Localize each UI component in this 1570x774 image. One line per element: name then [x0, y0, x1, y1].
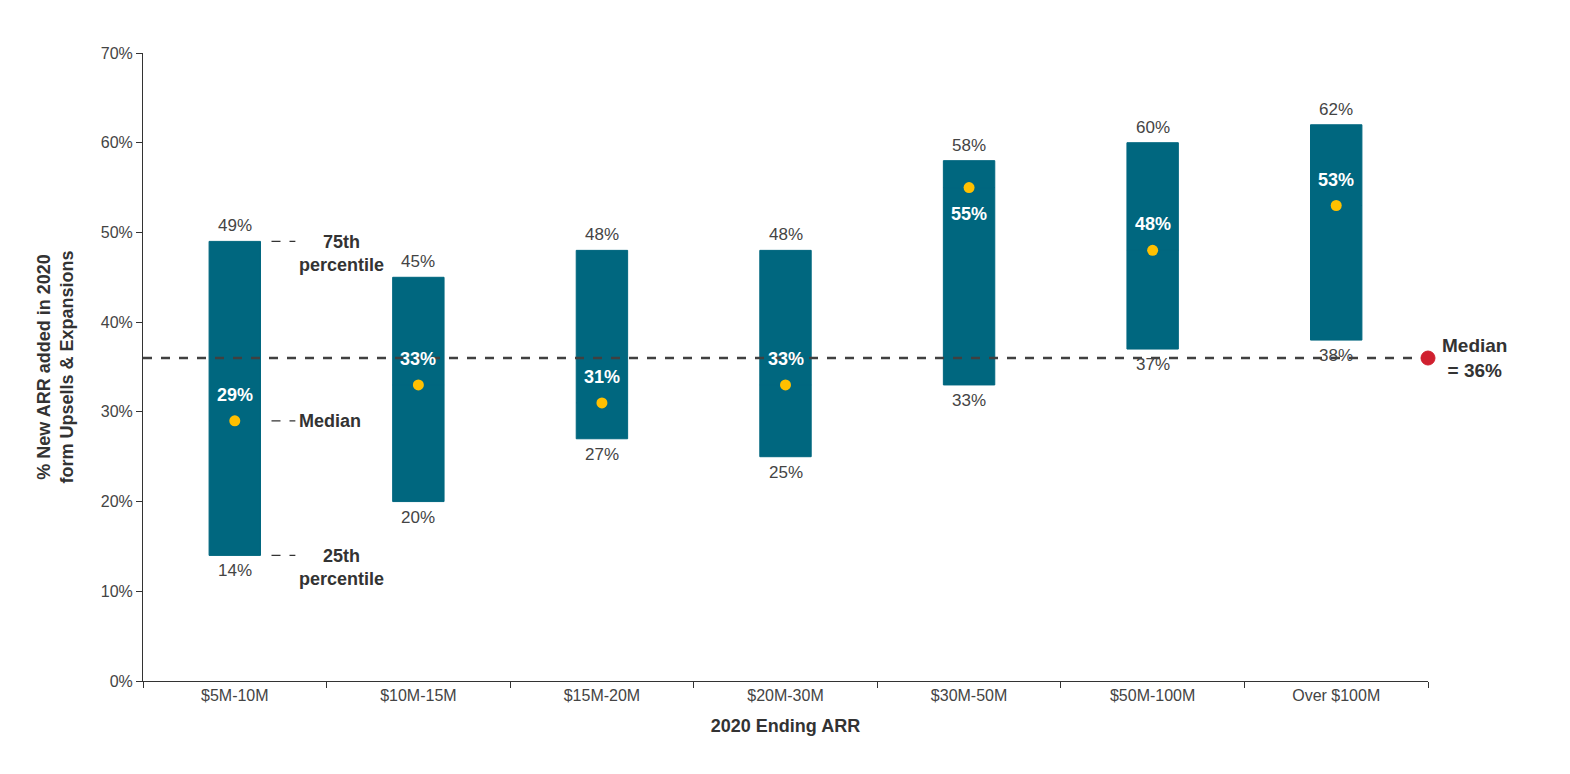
- svg-text:49%: 49%: [218, 216, 252, 235]
- svg-text:45%: 45%: [401, 252, 435, 271]
- svg-text:60%: 60%: [101, 134, 133, 151]
- svg-text:Over $100M: Over $100M: [1292, 687, 1380, 704]
- svg-text:70%: 70%: [101, 45, 133, 62]
- svg-text:31%: 31%: [584, 367, 620, 387]
- svg-text:$20M-30M: $20M-30M: [747, 687, 823, 704]
- svg-text:33%: 33%: [400, 349, 436, 369]
- svg-text:58%: 58%: [952, 136, 986, 155]
- svg-text:% New ARR added in 2020form Up: % New ARR added in 2020form Upsells & Ex…: [34, 250, 77, 483]
- svg-text:48%: 48%: [585, 225, 619, 244]
- svg-text:20%: 20%: [401, 508, 435, 527]
- svg-text:48%: 48%: [1135, 214, 1171, 234]
- svg-text:33%: 33%: [952, 391, 986, 410]
- svg-text:30%: 30%: [101, 403, 133, 420]
- svg-text:48%: 48%: [769, 225, 803, 244]
- svg-text:$30M-50M: $30M-50M: [931, 687, 1007, 704]
- svg-text:60%: 60%: [1136, 118, 1170, 137]
- svg-text:10%: 10%: [101, 583, 133, 600]
- svg-text:20%: 20%: [101, 493, 133, 510]
- svg-text:55%: 55%: [951, 204, 987, 224]
- svg-text:Median: Median: [299, 411, 361, 431]
- svg-text:33%: 33%: [768, 349, 804, 369]
- svg-text:62%: 62%: [1319, 100, 1353, 119]
- svg-text:$50M-100M: $50M-100M: [1110, 687, 1195, 704]
- svg-text:14%: 14%: [218, 561, 252, 580]
- svg-text:$15M-20M: $15M-20M: [564, 687, 640, 704]
- svg-text:25thpercentile: 25thpercentile: [299, 546, 384, 589]
- svg-text:$10M-15M: $10M-15M: [380, 687, 456, 704]
- svg-text:29%: 29%: [217, 385, 253, 405]
- svg-text:53%: 53%: [1318, 170, 1354, 190]
- svg-text:50%: 50%: [101, 224, 133, 241]
- svg-text:75thpercentile: 75thpercentile: [299, 232, 384, 275]
- svg-text:$5M-10M: $5M-10M: [201, 687, 269, 704]
- svg-text:2020 Ending ARR: 2020 Ending ARR: [711, 716, 860, 736]
- svg-text:40%: 40%: [101, 314, 133, 331]
- svg-text:37%: 37%: [1136, 355, 1170, 374]
- svg-text:38%: 38%: [1319, 346, 1353, 365]
- svg-text:27%: 27%: [585, 445, 619, 464]
- svg-text:Median= 36%: Median= 36%: [1442, 335, 1507, 381]
- svg-text:25%: 25%: [769, 463, 803, 482]
- svg-text:0%: 0%: [110, 673, 133, 690]
